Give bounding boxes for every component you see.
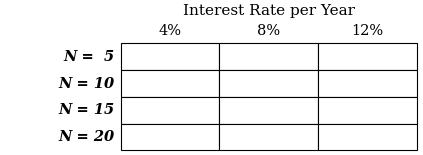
Text: 8%: 8% — [257, 24, 280, 38]
Text: 4%: 4% — [158, 24, 181, 38]
Bar — [121, 70, 219, 97]
Bar — [121, 97, 219, 124]
Text: 12%: 12% — [351, 24, 383, 38]
Bar — [219, 43, 318, 70]
Bar — [121, 43, 219, 70]
Bar — [318, 43, 417, 70]
Bar — [318, 70, 417, 97]
Bar — [219, 70, 318, 97]
Text: N =  5: N = 5 — [63, 50, 114, 64]
Bar — [318, 97, 417, 124]
Text: N = 15: N = 15 — [58, 103, 114, 117]
Bar — [219, 97, 318, 124]
Text: N = 10: N = 10 — [58, 77, 114, 91]
Text: Interest Rate per Year: Interest Rate per Year — [183, 4, 354, 18]
Bar — [121, 124, 219, 150]
Bar — [219, 124, 318, 150]
Bar — [318, 124, 417, 150]
Text: N = 20: N = 20 — [58, 130, 114, 144]
